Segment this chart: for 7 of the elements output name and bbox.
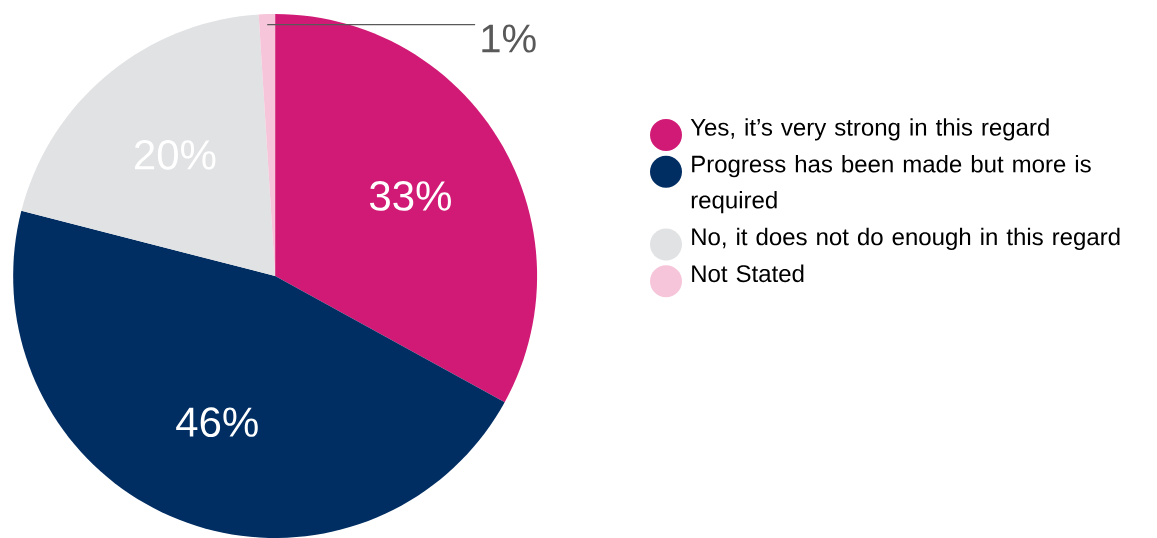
data-label: 33% [369, 181, 451, 211]
legend-label: Yes, it’s very strong in this regard [690, 118, 1049, 141]
legend-label: Not Stated [692, 264, 804, 283]
legend-label: Progress has been made but more is required [691, 154, 1091, 214]
legend-label: No, it does not do enough in this regard [692, 227, 1120, 251]
data-label: 46% [176, 407, 258, 438]
data-label: 1% [482, 24, 536, 53]
